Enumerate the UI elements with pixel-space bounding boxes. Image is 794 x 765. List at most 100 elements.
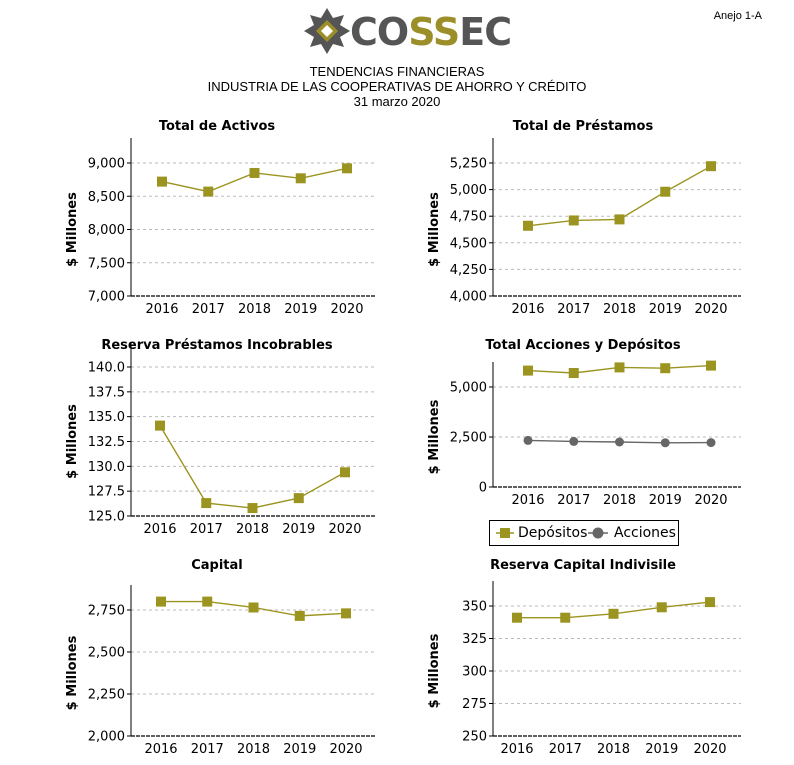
data-point: [157, 176, 167, 187]
x-tick-label: 2017: [557, 302, 590, 317]
data-point: [203, 186, 214, 197]
x-tick-label: 2018: [603, 493, 636, 508]
y-tick-label: 350: [462, 600, 487, 615]
chart-1: Total de Activos 7,000 7,500 8,000 8,500 9,00…: [65, 119, 375, 317]
y-tick-label: 137.5: [88, 385, 125, 400]
data-point: [523, 435, 533, 445]
x-tick-label: 2020: [330, 302, 363, 317]
data-point: [705, 597, 715, 608]
data-point: [155, 420, 165, 431]
y-axis-label: $ Millones: [427, 633, 442, 708]
y-tick-label: 7,000: [88, 290, 125, 305]
header-date: 31 marzo 2020: [353, 94, 441, 109]
x-tick-label: 2016: [500, 742, 533, 757]
y-axis-label: $ Millones: [65, 404, 80, 479]
data-point: [614, 214, 625, 225]
x-tick-label: 2018: [603, 302, 636, 317]
data-point: [608, 608, 619, 619]
x-tick-label: 2019: [284, 302, 317, 317]
data-point: [656, 602, 667, 613]
data-point: [156, 596, 166, 607]
y-tick-label: 325: [462, 632, 487, 647]
y-tick-label: 7,500: [88, 256, 125, 271]
x-tick-label: 2020: [694, 302, 727, 317]
x-tick-label: 2020: [329, 742, 362, 757]
legend-depositos-marker: [500, 528, 510, 538]
cossec-logo: COSSEC: [300, 4, 512, 60]
y-tick-label: 4,750: [450, 210, 487, 225]
x-tick-label: 2020: [693, 742, 726, 757]
data-point: [340, 467, 350, 478]
y-tick-label: 140.0: [88, 361, 125, 376]
y-tick-label: 0: [479, 481, 487, 496]
y-tick-label: 5,000: [450, 381, 487, 396]
y-tick-label: 4,000: [450, 290, 487, 305]
chart-title: Total de Préstamos: [513, 119, 654, 134]
data-point: [660, 438, 670, 448]
x-tick-label: 2020: [694, 493, 727, 508]
x-tick-label: 2016: [511, 493, 544, 508]
data-point: [295, 173, 306, 184]
y-axis-label: $ Millones: [427, 192, 442, 267]
chart-2: Total de Préstamos 4,000 4,250 4,500 4,750 5,…: [427, 119, 741, 317]
data-point: [249, 167, 260, 178]
y-tick-label: 135.0: [88, 410, 125, 425]
y-tick-label: 2,500: [450, 431, 487, 446]
chart-5: Capital 2,000 2,250 2,500 2,750 2016 2017 2018 2…: [65, 558, 375, 757]
data-point: [342, 163, 352, 174]
x-tick-label: 2017: [190, 522, 223, 537]
y-tick-label: 2,750: [88, 604, 125, 619]
y-tick-label: 125.0: [88, 510, 125, 525]
data-point: [293, 493, 304, 504]
data-point: [202, 596, 213, 607]
chart-title: Reserva Préstamos Incobrables: [101, 338, 333, 353]
data-point: [560, 612, 571, 623]
y-tick-label: 8,500: [88, 190, 125, 205]
data-point: [660, 186, 671, 197]
legend-label-acciones: Acciones: [614, 525, 676, 541]
y-tick-label: 275: [462, 697, 487, 712]
y-axis-label: $ Millones: [427, 399, 442, 474]
report-header: TENDENCIAS FINANCIERAS INDUSTRIA DE LAS …: [0, 64, 794, 109]
x-tick-label: 2019: [282, 522, 315, 537]
x-tick-label: 2019: [649, 493, 682, 508]
chart-4: Total Acciones y Depósitos 0 2,500 5,000 201…: [427, 338, 741, 508]
y-axis-label: $ Millones: [65, 635, 80, 710]
y-tick-label: 2,500: [88, 646, 125, 661]
chart-title: Total de Activos: [159, 119, 276, 134]
y-tick-label: 4,250: [450, 263, 487, 278]
header-subtitle: INDUSTRIA DE LAS COOPERATIVAS DE AHORRO …: [207, 79, 587, 94]
data-point: [660, 363, 671, 374]
x-tick-label: 2016: [511, 302, 544, 317]
data-point: [706, 161, 716, 172]
data-point: [341, 608, 351, 619]
y-tick-label: 250: [462, 730, 487, 745]
y-tick-label: 5,000: [450, 183, 487, 198]
x-tick-label: 2018: [597, 742, 630, 757]
y-tick-label: 9,000: [88, 157, 125, 172]
data-point: [568, 368, 579, 378]
data-point: [523, 365, 533, 376]
data-point: [523, 220, 533, 231]
x-tick-label: 2020: [328, 522, 361, 537]
y-tick-label: 2,250: [88, 688, 125, 703]
data-point: [706, 360, 716, 371]
y-tick-label: 2,000: [88, 730, 125, 745]
data-point: [201, 498, 212, 509]
header-title: TENDENCIAS FINANCIERAS: [309, 64, 485, 79]
y-tick-label: 8,000: [88, 223, 125, 238]
logo-wordmark: COSSEC: [350, 10, 512, 54]
x-tick-label: 2019: [649, 302, 682, 317]
data-point: [248, 602, 259, 613]
data-point: [615, 437, 624, 447]
x-tick-label: 2017: [192, 302, 225, 317]
chart-3: Reserva Préstamos Incobrables 125.0 127.5 1…: [65, 338, 375, 537]
data-point: [512, 612, 522, 623]
x-tick-label: 2017: [549, 742, 582, 757]
legend-label-depositos: Depósitos: [518, 525, 588, 541]
x-tick-label: 2016: [144, 742, 177, 757]
data-point: [569, 436, 579, 446]
chart-title: Capital: [191, 558, 243, 573]
chart-title: Reserva Capital Indivisile: [490, 558, 676, 573]
